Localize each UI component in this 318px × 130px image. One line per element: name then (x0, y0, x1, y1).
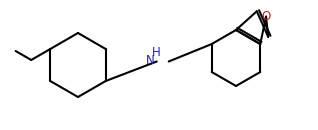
Text: O: O (261, 10, 271, 23)
Text: N: N (146, 54, 155, 67)
Text: H: H (152, 46, 161, 58)
